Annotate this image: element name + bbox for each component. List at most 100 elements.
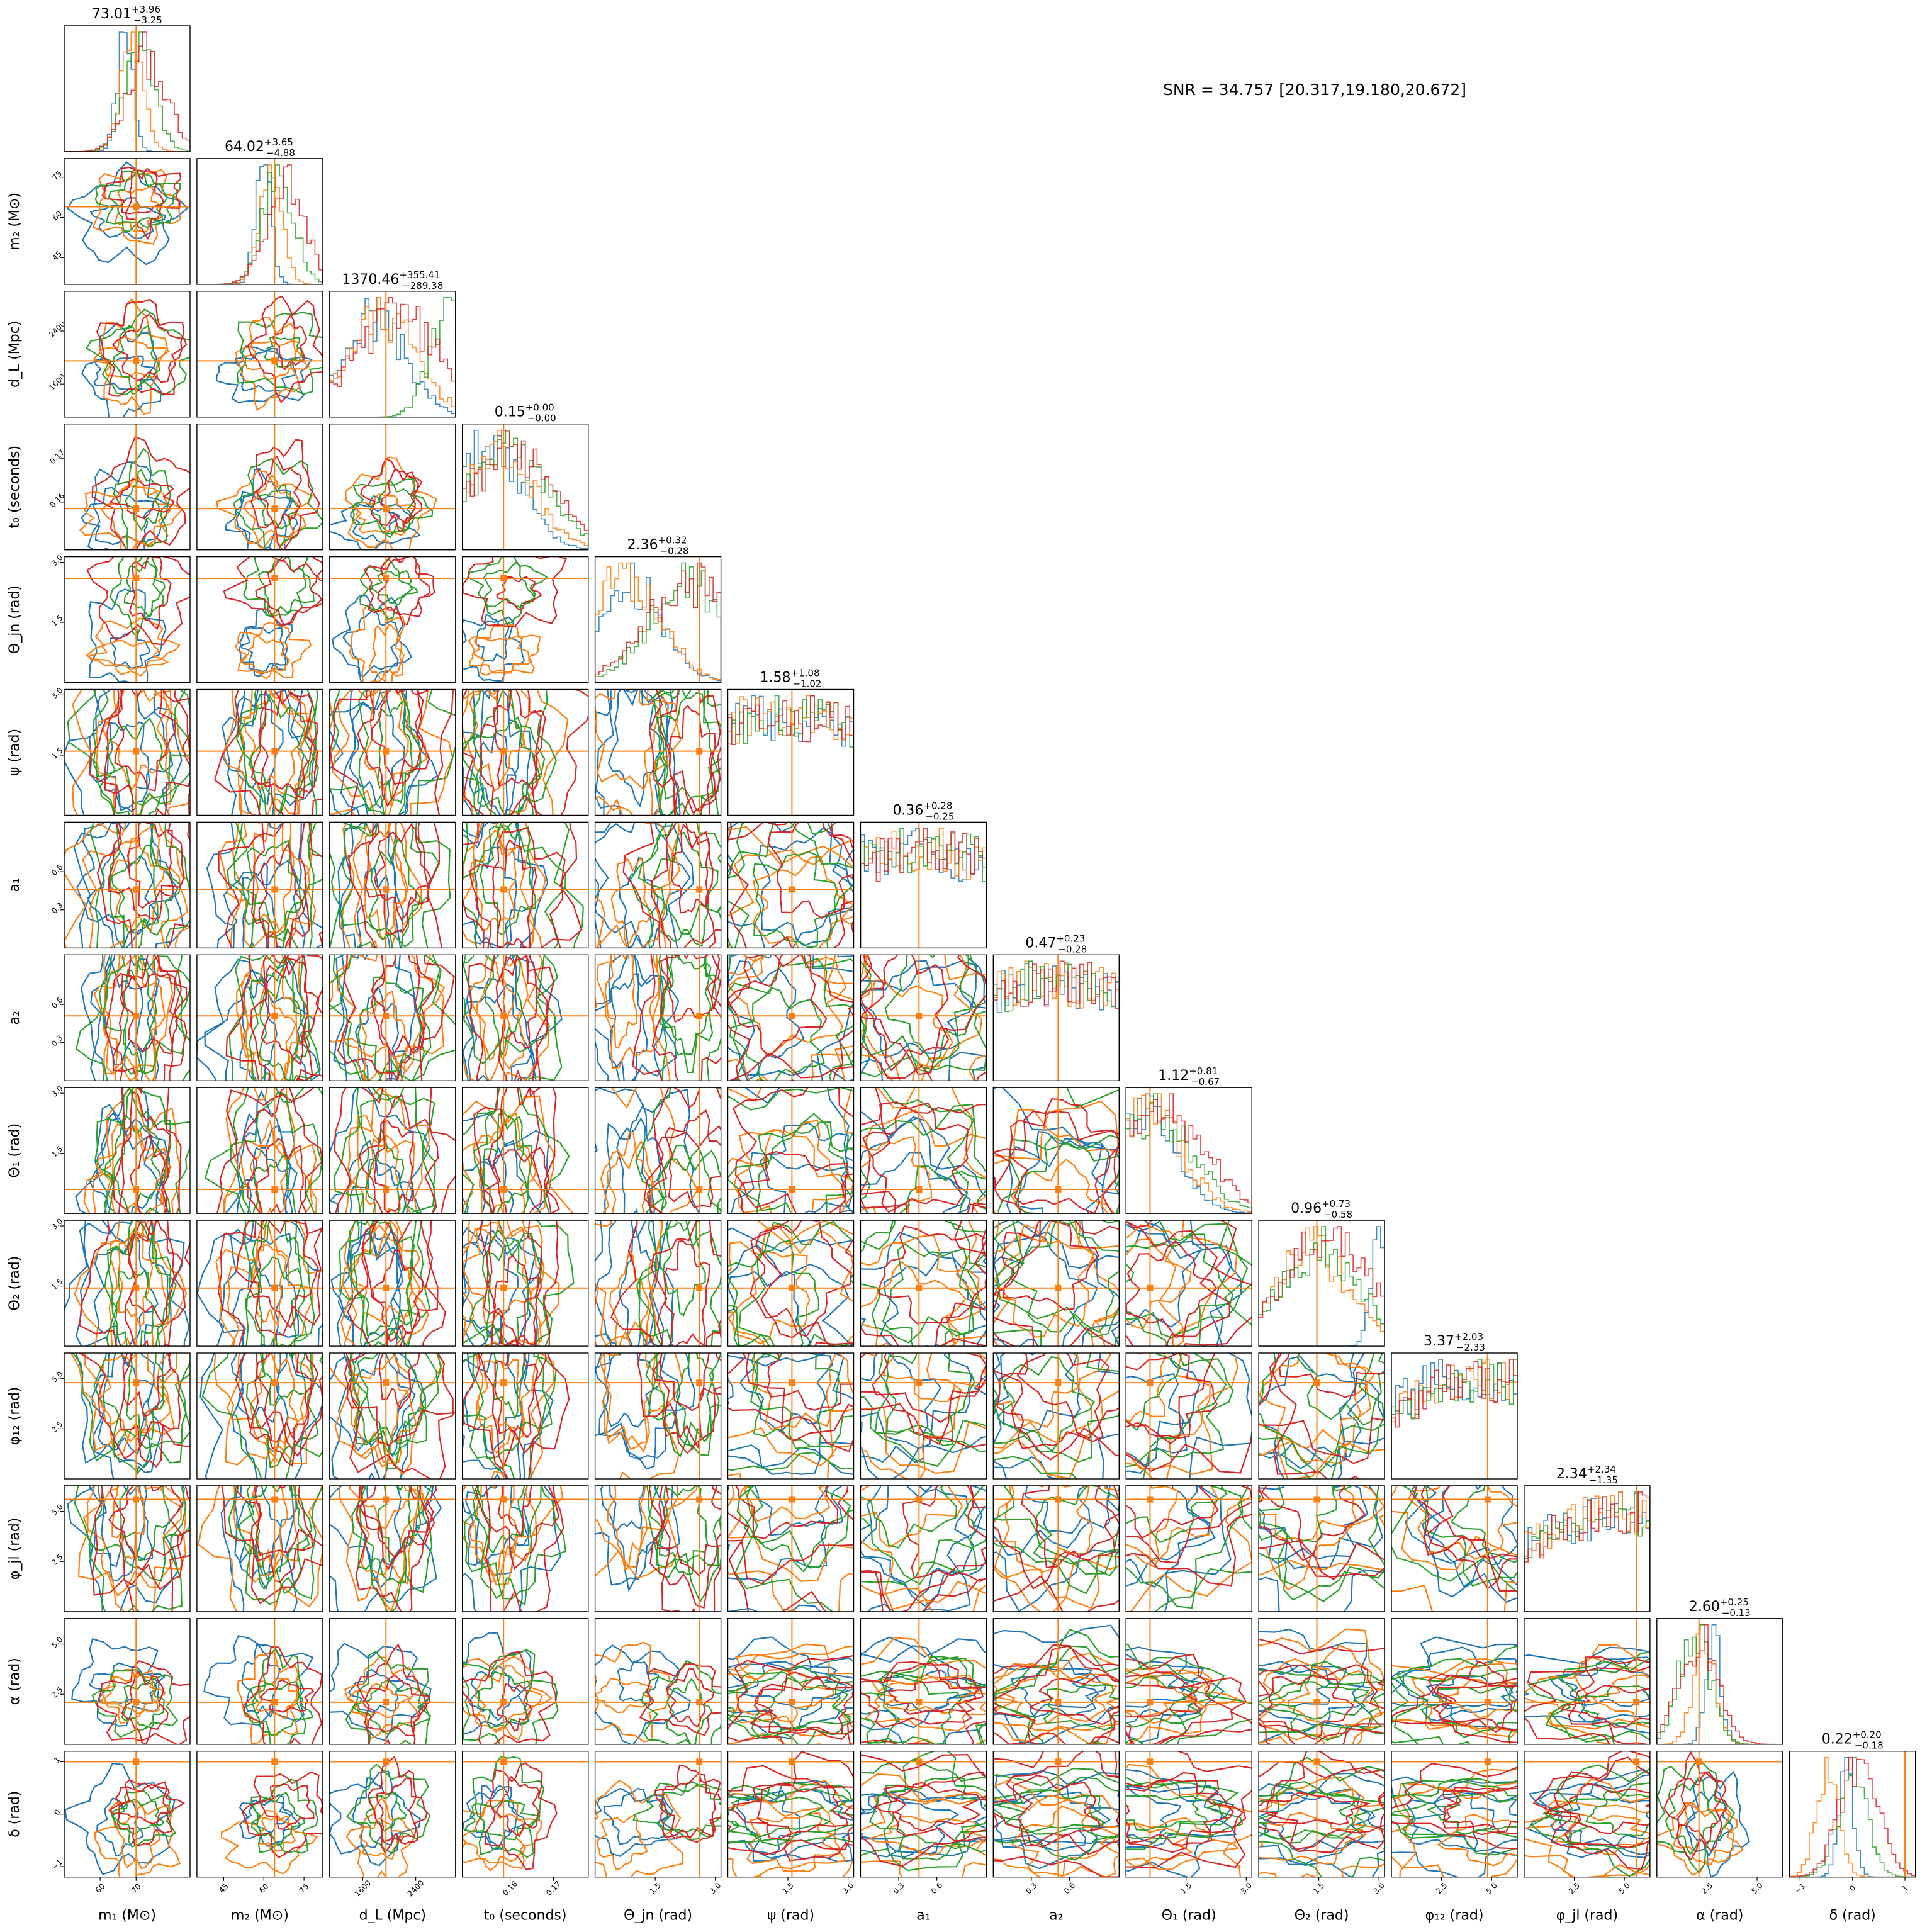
contour-series-3 — [1450, 1485, 1517, 1563]
contour-series-2 — [70, 1353, 178, 1451]
histogram-series-3 — [1126, 1093, 1252, 1214]
contour-series-2 — [732, 1645, 854, 1737]
contour-series-1 — [232, 1260, 283, 1347]
contour-series-2 — [993, 1109, 1120, 1214]
contour-series-3 — [233, 822, 317, 948]
contour-series-4 — [128, 556, 172, 631]
contour-series-3 — [1259, 1353, 1385, 1474]
truth-marker — [789, 1496, 795, 1503]
contour-panel-13-2 — [196, 1618, 323, 1745]
contour-series-1 — [239, 608, 293, 673]
contour-series-1 — [727, 1485, 830, 1582]
contour-series-1 — [616, 1103, 661, 1214]
contour-series-1 — [1126, 1353, 1201, 1467]
panel-frame — [1125, 1087, 1252, 1214]
contour-series-4 — [249, 1353, 313, 1467]
contour-series-4 — [118, 1087, 182, 1214]
x-tick-label: 1.5 — [648, 1881, 662, 1895]
contour-series-2 — [345, 1115, 415, 1214]
contour-series-1 — [93, 355, 159, 391]
contour-series-4 — [376, 1777, 428, 1845]
contour-series-2 — [252, 1485, 289, 1572]
contour-series-2 — [756, 1220, 854, 1245]
panel-frame — [860, 1087, 987, 1214]
contour-series-3 — [1259, 1485, 1385, 1601]
contour-series-3 — [109, 822, 159, 948]
panel-frame — [64, 688, 191, 816]
contour-series-4 — [860, 955, 950, 1072]
contour-series-4 — [860, 1101, 987, 1214]
y-tick-label: 1.5 — [50, 746, 64, 760]
contour-series-2 — [596, 955, 661, 1070]
contour-panel-5-4 — [462, 556, 589, 683]
truth-marker — [271, 505, 278, 512]
histogram-panel-4: 0.15+0.00 −0.00 — [462, 402, 589, 551]
truth-marker — [1147, 1284, 1154, 1291]
contour-series-4 — [993, 1368, 1120, 1461]
contour-series-4 — [727, 822, 854, 948]
contour-series-1 — [329, 1139, 407, 1214]
contour-series-4 — [1126, 1778, 1244, 1853]
contour-series-1 — [1391, 1776, 1517, 1877]
histogram-panel-1: 73.01+3.96 −3.25 — [64, 4, 191, 152]
contour-series-3 — [354, 1087, 436, 1214]
contour-series-2 — [727, 839, 854, 948]
contour-series-3 — [371, 570, 419, 604]
contour-series-2 — [99, 1353, 166, 1442]
contour-series-4 — [639, 1663, 721, 1736]
contour-panel-13-6 — [727, 1618, 855, 1745]
contour-panel-12-7 — [860, 1485, 987, 1612]
panel-frame — [992, 1618, 1120, 1745]
contour-series-1 — [729, 955, 854, 1081]
contour-series-2 — [103, 955, 174, 1081]
contour-series-4 — [355, 1485, 434, 1612]
contour-series-3 — [658, 955, 721, 1081]
contour-series-1 — [1259, 1353, 1385, 1479]
contour-series-3 — [860, 1103, 987, 1201]
contour-series-4 — [651, 1220, 721, 1347]
panel-title: 2.34+2.34 −1.35 — [1556, 1464, 1618, 1486]
contour-series-4 — [241, 1771, 323, 1859]
contour-panel-11-2 — [196, 1352, 323, 1480]
contour-series-2 — [595, 689, 660, 790]
contour-series-2 — [365, 1138, 401, 1214]
x-axis-label-6: ψ (rad) — [767, 1908, 814, 1924]
contour-series-4 — [360, 1485, 430, 1570]
contour-series-3 — [472, 1485, 542, 1606]
histogram-panel-5: 2.36+0.32 −0.28 — [594, 535, 722, 683]
contour-series-4 — [86, 556, 190, 646]
contour-series-4 — [1126, 1220, 1231, 1347]
contour-series-2 — [860, 1234, 980, 1347]
contour-panel-9-4 — [462, 1087, 589, 1214]
panel-frame — [860, 1352, 987, 1480]
contour-series-2 — [1126, 1763, 1252, 1877]
x-tick-label: 0 — [1848, 1884, 1857, 1893]
contour-series-2 — [100, 1673, 167, 1715]
contour-panel-11-4 — [462, 1352, 589, 1480]
contour-series-2 — [993, 1653, 1120, 1744]
contour-series-2 — [236, 955, 312, 1081]
truth-marker — [133, 203, 140, 210]
contour-series-2 — [860, 1636, 987, 1744]
panel-frame — [594, 1750, 722, 1878]
truth-marker — [1313, 1758, 1320, 1765]
contour-series-3 — [102, 955, 186, 1075]
contour-series-4 — [114, 689, 177, 792]
x-tick-label: 75 — [298, 1882, 311, 1895]
panel-frame — [329, 424, 456, 551]
contour-series-4 — [367, 1756, 417, 1855]
contour-series-4 — [371, 689, 424, 785]
contour-panel-10-3 — [329, 1220, 456, 1347]
contour-series-2 — [1126, 1485, 1179, 1568]
contour-series-3 — [469, 1228, 553, 1347]
panel-frame — [196, 954, 323, 1082]
contour-series-4 — [996, 1353, 1110, 1449]
x-axis-label-10: Θ₂ (rad) — [1295, 1908, 1349, 1924]
contour-series-4 — [116, 1778, 172, 1846]
contour-series-4 — [91, 435, 190, 550]
contour-panel-14-6: 1.5 3.0 ψ (rad) — [727, 1750, 855, 1924]
contour-panel-14-2: 45 60 75 m₂ (M⊙) — [196, 1750, 323, 1924]
panel-title: 0.15+0.00 −0.00 — [495, 402, 556, 424]
contour-series-3 — [1126, 1656, 1252, 1744]
histogram-panel-13: 2.60+0.25 −0.13 — [1656, 1597, 1783, 1745]
